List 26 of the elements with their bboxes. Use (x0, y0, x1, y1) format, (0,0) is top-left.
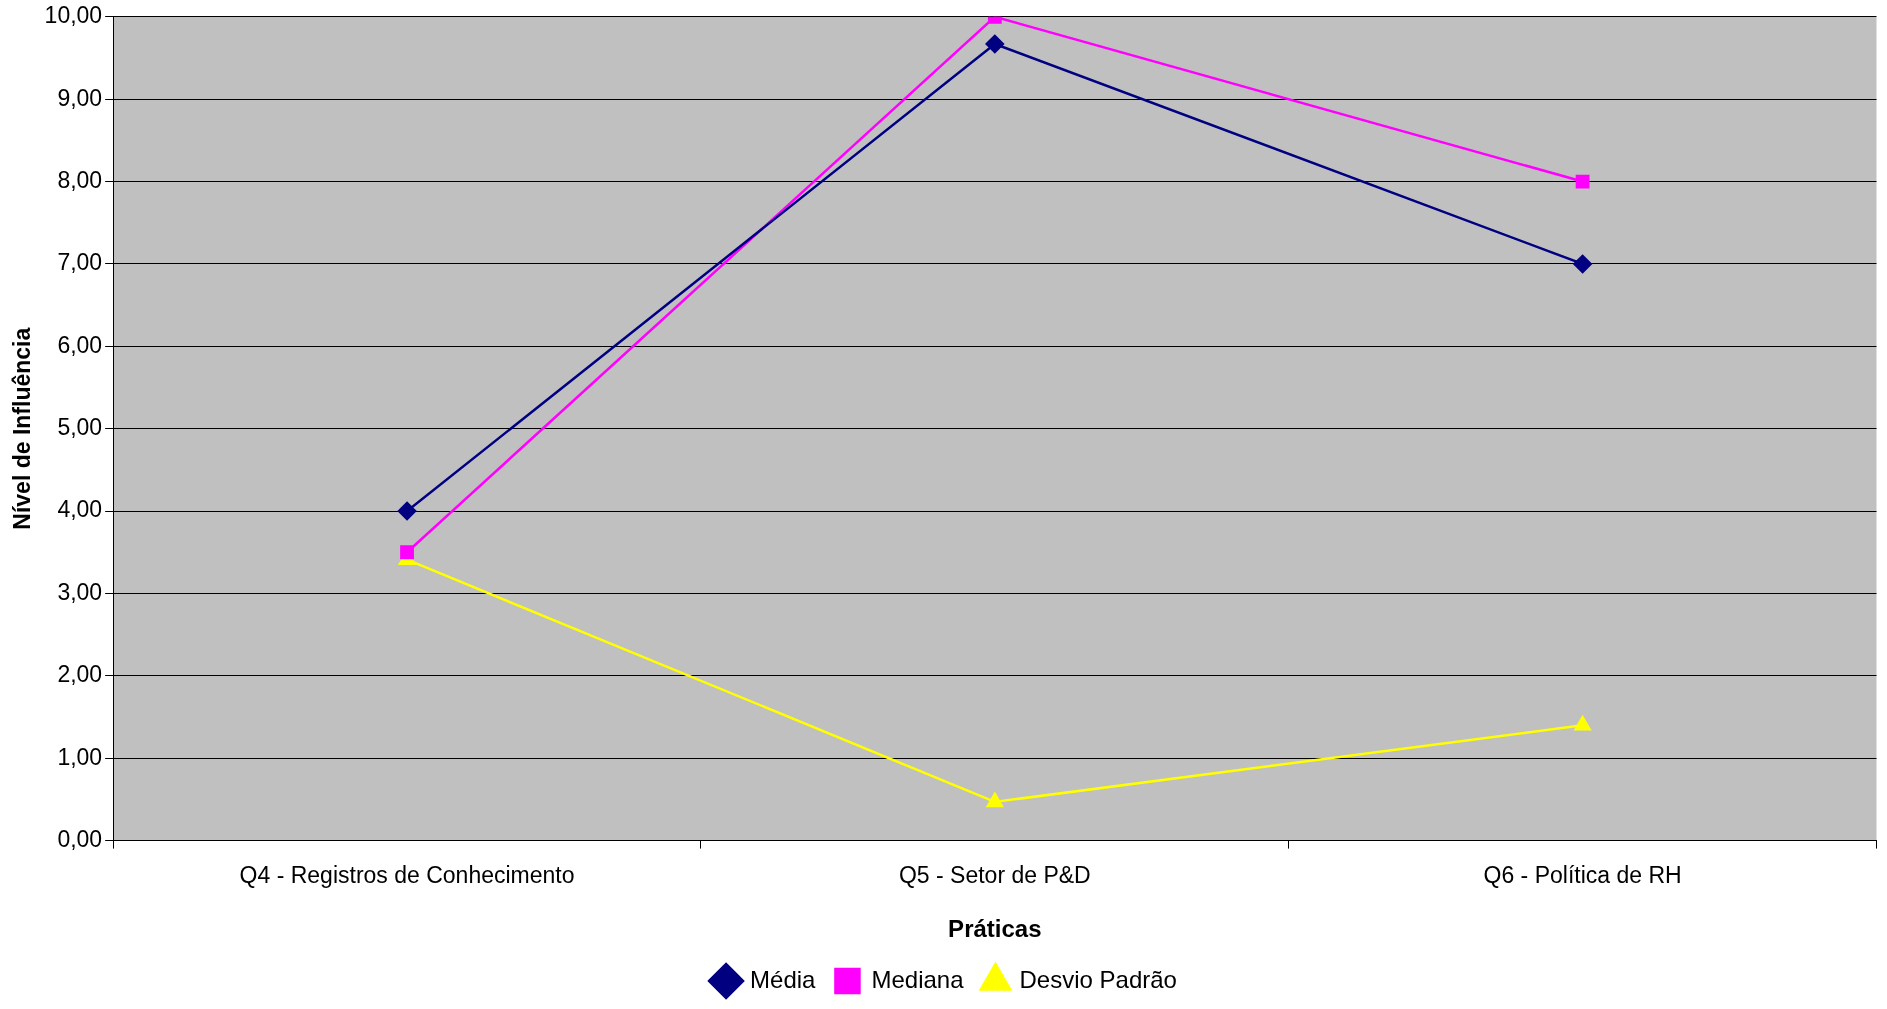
point (1574, 716, 1591, 731)
point (985, 34, 1005, 54)
y-axis-title: Nível de Influência (9, 327, 36, 530)
y-tick-label: 4,00 (57, 496, 103, 523)
y-tick-label: 6,00 (57, 331, 103, 358)
x-axis-title: Práticas (948, 915, 1042, 943)
x-tick-label: Q6 - Política de RH (1483, 861, 1682, 888)
point (1573, 254, 1592, 274)
point (986, 792, 1004, 808)
point (1575, 174, 1590, 189)
legend-label: Desvio Padrão (1019, 965, 1177, 993)
y-tick-label: 10,00 (44, 2, 103, 29)
y-tick-label: 1,00 (57, 743, 103, 770)
legend-label: Média (750, 965, 817, 993)
y-tick-label: 8,00 (57, 166, 103, 193)
y-tick-label: 3,00 (57, 578, 103, 605)
y-tick-label: 2,00 (57, 661, 103, 688)
legend-label: Mediana (871, 965, 965, 993)
y-tick-label: 9,00 (57, 84, 103, 111)
x-tick-label: Q4 - Registros de Conhecimento (239, 861, 575, 888)
point (397, 501, 417, 521)
y-tick-label: 0,00 (57, 825, 103, 852)
point (400, 545, 414, 560)
x-tick-label: Q5 - Setor de P&D (898, 861, 1091, 888)
y-tick-label: 7,00 (57, 249, 103, 276)
y-tick-label: 5,00 (57, 414, 103, 441)
